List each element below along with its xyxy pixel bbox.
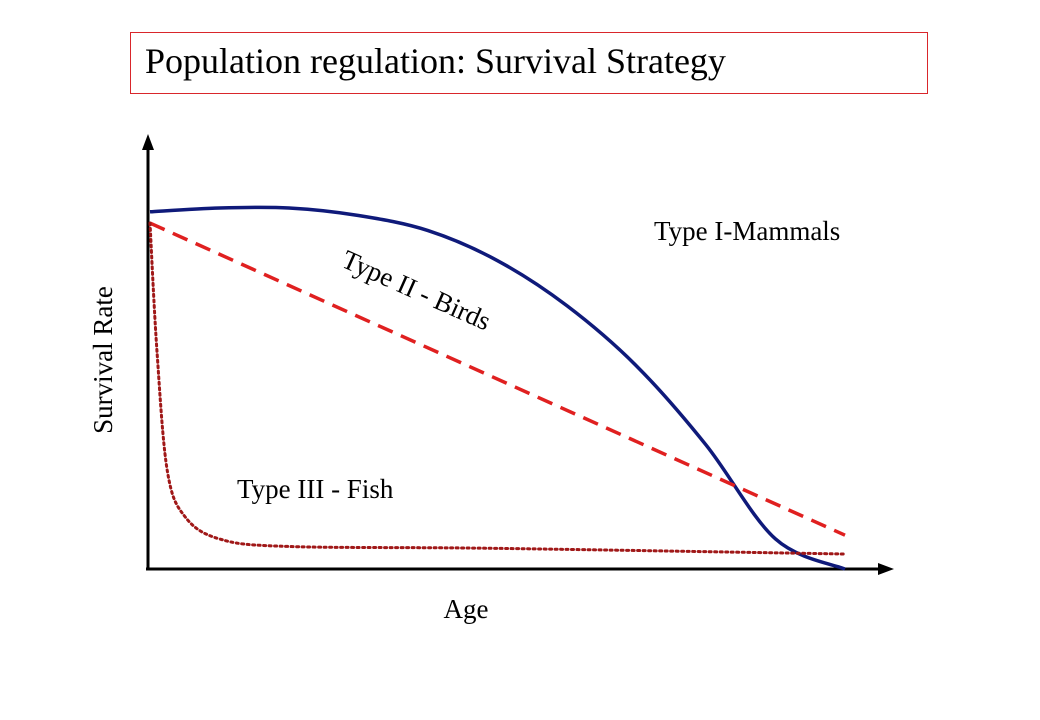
type-iii-label: Type III - Fish <box>237 474 394 504</box>
title-box: Population regulation: Survival Strategy <box>130 32 928 94</box>
y-axis-arrowhead <box>142 134 154 150</box>
type-ii-label: Type II - Birds <box>338 244 496 336</box>
page-title: Population regulation: Survival Strategy <box>145 41 726 81</box>
type-ii-curve <box>149 221 846 537</box>
x-axis-arrowhead <box>878 563 894 575</box>
type-iii-curve <box>148 221 847 556</box>
series-layer <box>148 205 847 571</box>
type-i-curve <box>149 205 846 571</box>
y-axis-label: Survival Rate <box>88 286 118 434</box>
type-i-label: Type I-Mammals <box>654 216 840 246</box>
x-axis-label: Age <box>444 594 489 624</box>
